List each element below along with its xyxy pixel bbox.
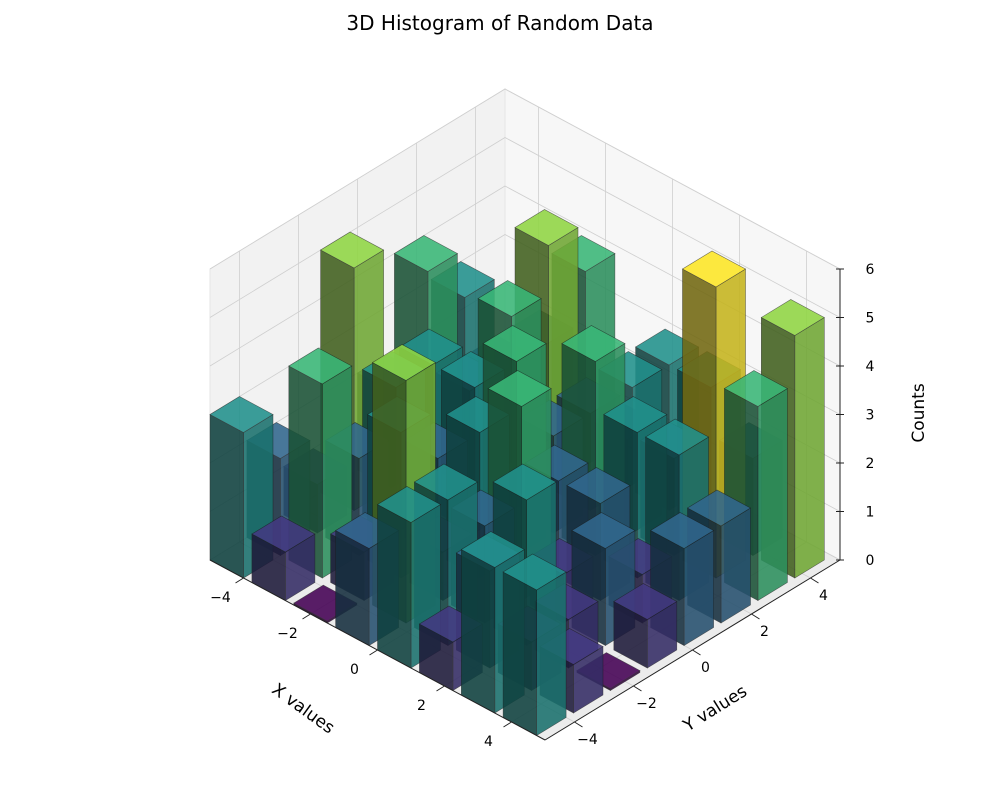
histogram-bar — [209, 396, 274, 579]
y-tick-mark — [751, 613, 760, 620]
x-tick-label: 2 — [417, 698, 426, 714]
bar-top-face — [477, 280, 542, 317]
bar-top-face — [371, 344, 437, 381]
bar-top-face — [460, 531, 525, 568]
bar-top-face — [251, 515, 316, 553]
y-tick-mark — [633, 685, 642, 692]
bar-front-face — [720, 507, 751, 624]
bar-top-face — [288, 347, 353, 385]
bar-side-face — [335, 529, 370, 647]
bar-top-face — [376, 486, 442, 523]
bar-top-face — [613, 583, 678, 620]
bar-front-face — [536, 571, 567, 737]
z-tick-label: 4 — [866, 359, 875, 375]
x-tick-label: −2 — [277, 626, 298, 642]
bar-top-face — [644, 418, 710, 456]
bar-front-face — [757, 387, 788, 602]
bar-top-face — [487, 370, 552, 407]
bar-top-face — [723, 370, 789, 407]
bar-top-face — [603, 396, 668, 433]
bar-front-face — [683, 529, 714, 647]
bars-group — [209, 209, 825, 737]
bar-top-face — [482, 325, 547, 362]
y-axis-label: Y values — [679, 681, 751, 736]
z-tick-label: 3 — [866, 408, 875, 424]
bar-top-face — [492, 463, 557, 501]
bar-top-face — [686, 489, 752, 527]
grid-line-z — [209, 88, 841, 270]
bar-top-face — [502, 553, 567, 591]
histogram-bar — [502, 553, 567, 737]
bar-top-face — [514, 209, 579, 246]
x-tick-mark — [302, 613, 311, 620]
bar-top-face — [760, 299, 825, 336]
bar-top-face — [209, 396, 274, 433]
bar-top-face — [319, 231, 385, 269]
y-tick-label: 0 — [701, 660, 710, 676]
bar-top-face — [561, 325, 626, 362]
x-tick-label: −4 — [210, 590, 231, 606]
bar-front-face — [794, 316, 825, 579]
y-tick-label: 2 — [760, 624, 769, 640]
bar-top-face — [571, 512, 636, 549]
z-axis-label: Counts — [909, 383, 929, 442]
bar-top-face — [393, 235, 459, 272]
z-tick-label: 6 — [866, 262, 875, 278]
y-tick-mark — [574, 721, 583, 728]
x-axis-label: X values — [268, 680, 338, 739]
x-tick-mark — [436, 685, 445, 692]
y-tick-label: −2 — [636, 696, 657, 712]
y-tick-mark — [810, 577, 819, 584]
y-tick-label: 4 — [819, 588, 828, 604]
z-tick-label: 0 — [866, 553, 875, 569]
histogram-bar — [251, 515, 316, 602]
y-tick-label: −4 — [577, 732, 598, 748]
x-tick-label: 4 — [484, 734, 493, 750]
bar-side-face — [502, 571, 537, 737]
bar-top-face — [413, 463, 479, 501]
chart-title: 3D Histogram of Random Data — [346, 11, 653, 35]
x-tick-mark — [503, 721, 512, 728]
histogram-bar — [613, 583, 678, 669]
grid-line-z — [209, 137, 841, 318]
bar-side-face — [209, 413, 244, 579]
y-tick-mark — [692, 649, 701, 656]
z-tick-label: 2 — [866, 456, 875, 472]
x-tick-label: 0 — [350, 662, 359, 678]
z-tick-label: 5 — [866, 311, 875, 327]
x-tick-mark — [235, 577, 244, 584]
tick-labels: −4 −2 0 2 4 −4 −2 0 2 4 0 1 2 3 4 5 6 — [210, 262, 874, 750]
bar-side-face — [460, 548, 496, 714]
bar-top-face — [566, 467, 631, 504]
x-tick-mark — [369, 649, 378, 656]
axes-lines — [209, 268, 844, 741]
bar-top-face — [681, 250, 747, 288]
bar-side-face — [377, 503, 412, 669]
bar-top-face — [649, 512, 715, 549]
z-tick-label: 1 — [866, 505, 875, 521]
